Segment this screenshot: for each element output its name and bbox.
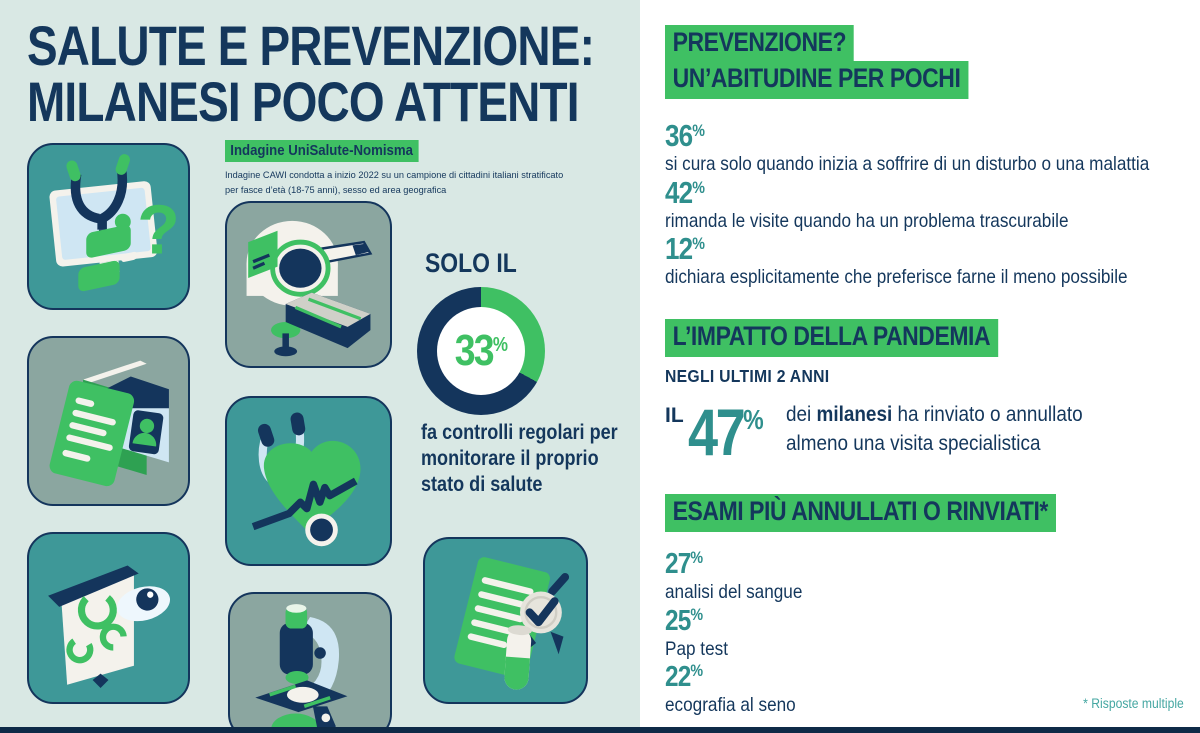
exam-stat-2: 25% Pap test — [665, 600, 737, 661]
eye-exam-illustration — [48, 565, 171, 688]
exam-stat-1: 27% analisi del sangue — [665, 543, 821, 604]
section-heading-prevention-line1: PREVENZIONE? — [665, 25, 887, 63]
telemedicine-illustration: ? — [49, 154, 180, 292]
stat-value: 22% — [665, 661, 704, 693]
pandemic-subheading: NEGLI ULTIMI 2 ANNI — [665, 366, 830, 386]
donut-chart: 33% — [417, 287, 545, 415]
page-title-line2: MILANESI POCO ATTENTI — [27, 70, 579, 133]
heart-ekg-illustration — [251, 412, 361, 547]
medical-records-illustration — [49, 360, 169, 487]
certificate-test-illustration — [454, 557, 570, 690]
section-heading-pandemic: L’IMPATTO DELLA PANDEMIA — [665, 319, 1057, 357]
pandemic-stat: IL 47% dei milanesi ha rinviato o annull… — [665, 390, 1123, 469]
stat-label: dichiara esplicitamente che preferisce f… — [665, 266, 1128, 288]
prevention-stat-3: 12% dichiara esplicitamente che preferis… — [665, 229, 1191, 289]
stat-label: ecografia al seno — [665, 694, 796, 716]
stat-value: 27% — [665, 548, 704, 580]
source-label: Indagine UniSalute-Nomisma — [225, 140, 445, 162]
stat-label: rimanda le visite quando ha un problema … — [665, 210, 1069, 232]
prevention-stat-1: 36% si cura solo quando inizia a soffrir… — [665, 116, 1200, 176]
stat-value: 42% — [665, 175, 705, 210]
donut-value: 33% — [454, 326, 508, 375]
source-note-line2: per fasce d’età (18-75 anni), sesso ed a… — [225, 185, 447, 196]
stat-value: 12% — [665, 231, 705, 266]
stat-value: 25% — [665, 605, 704, 637]
tile-mri-scanner — [225, 201, 392, 368]
mri-scanner-illustration — [246, 220, 373, 357]
pandemic-bold-word: milanesi — [816, 402, 893, 426]
page-title: SALUTE E PREVENZIONE: MILANESI POCO ATTE… — [27, 18, 719, 130]
donut-percent-sign: % — [492, 334, 508, 356]
bottom-bar — [0, 727, 1200, 733]
tile-microscope — [228, 592, 392, 733]
pandemic-value: 47% — [687, 395, 764, 469]
stat-label: si cura solo quando inizia a soffrire di… — [665, 153, 1150, 175]
section-heading-prevention-line2: UN’ABITUDINE PER POCHI — [665, 61, 1022, 99]
footnote: * Risposte multiple — [1083, 696, 1184, 711]
question-mark-icon: ? — [137, 191, 180, 269]
source-note: Indagine CAWI condotta a inizio 2022 su … — [225, 168, 574, 198]
source-note-line1: Indagine CAWI condotta a inizio 2022 su … — [225, 170, 564, 181]
donut-caption: fa controlli regolari per monitorare il … — [421, 421, 618, 496]
pandemic-description: dei milanesi ha rinviato o annullato alm… — [786, 402, 1083, 455]
tile-eye-exam — [27, 532, 190, 704]
pandemic-percent-sign: % — [742, 404, 764, 435]
microscope-illustration — [255, 604, 348, 733]
donut-lead-label: SOLO IL — [425, 248, 517, 278]
prevention-stat-2: 42% rimanda le visite quando ha un probl… — [665, 173, 1124, 233]
page-title-line1: SALUTE E PREVENZIONE: — [27, 14, 595, 77]
stat-label: Pap test — [665, 638, 728, 660]
stat-label: analisi del sangue — [665, 581, 803, 603]
pandemic-prefix: IL — [665, 404, 684, 427]
section-heading-exams: ESAMI PIÙ ANNULLATI O RINVIATI* — [665, 494, 1125, 532]
exam-stat-3: 22% ecografia al seno — [665, 656, 814, 717]
tile-heart-ekg — [225, 396, 392, 566]
tile-medical-records — [27, 336, 190, 506]
tile-certificate-test — [423, 537, 588, 704]
tile-telemedicine: ? — [27, 143, 190, 310]
stat-value: 36% — [665, 118, 705, 153]
donut-hole: 33% — [437, 307, 525, 395]
source-label-text: Indagine UniSalute-Nomisma — [225, 140, 419, 162]
